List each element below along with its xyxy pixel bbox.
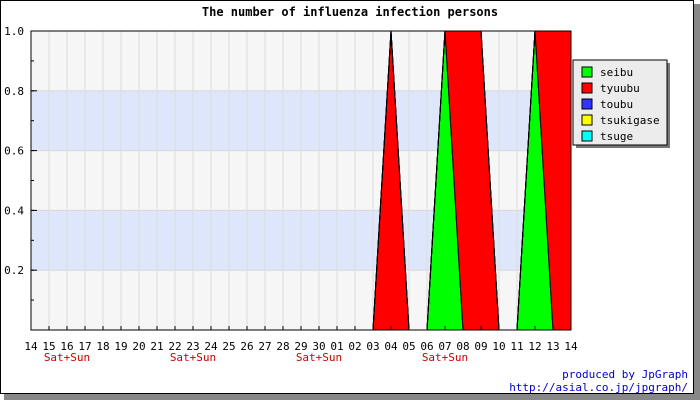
credit-produced-by: produced by JpGraph (562, 368, 688, 381)
x-tick-label: 13 (546, 340, 559, 353)
credit-url: http://asial.co.jp/jpgraph/ (509, 381, 688, 394)
x-tick-label: 24 (204, 340, 218, 353)
x-tick-label: 29 (294, 340, 307, 353)
legend-label-toubu: toubu (600, 98, 633, 111)
x-tick-label: 14 (564, 340, 578, 353)
x-tick-label: 19 (114, 340, 127, 353)
x-tick-label: 08 (456, 340, 469, 353)
x-tick-label: 20 (132, 340, 145, 353)
x-tick-label: 12 (528, 340, 541, 353)
x-tick-label: 01 (330, 340, 343, 353)
legend-swatch-tsuge (581, 130, 593, 142)
legend-label-tsukigase: tsukigase (600, 114, 660, 127)
weekend-label: Sat+Sun (296, 351, 342, 364)
y-tick-label: 0.2 (4, 264, 24, 277)
x-tick-label: 18 (96, 340, 109, 353)
weekend-label: Sat+Sun (170, 351, 216, 364)
legend: seibu tyuubu toubu tsukigase tsuge (572, 59, 670, 148)
x-tick-label: 27 (258, 340, 271, 353)
legend-label-seibu: seibu (600, 66, 633, 79)
x-tick-label: 17 (78, 340, 91, 353)
x-tick-labels: 14 15 16 17 18 19 20 21 22 23 24 25 26 27 28 29 30 01 02 03… (24, 340, 578, 353)
weekend-label: Sat+Sun (44, 351, 90, 364)
x-tick-label: 30 (312, 340, 325, 353)
y-tick-labels: 0.2 0.4 0.6 0.8 1.0 (4, 25, 24, 277)
x-tick-label: 14 (24, 340, 38, 353)
x-tick-label: 04 (384, 340, 398, 353)
legend-swatch-seibu (581, 66, 593, 78)
legend-label-tyuubu: tyuubu (600, 82, 640, 95)
x-tick-label: 16 (60, 340, 73, 353)
x-tick-label: 05 (402, 340, 415, 353)
x-tick-label: 10 (492, 340, 505, 353)
x-tick-label: 23 (186, 340, 199, 353)
frame-shadow-bottom (4, 394, 700, 400)
x-tick-label: 22 (168, 340, 181, 353)
y-tick-label: 1.0 (4, 25, 24, 38)
x-tick-label: 11 (510, 340, 523, 353)
x-tick-label: 26 (240, 340, 253, 353)
x-tick-label: 07 (438, 340, 451, 353)
x-tick-label: 02 (348, 340, 361, 353)
x-tick-label: 06 (420, 340, 433, 353)
legend-swatch-toubu (581, 98, 593, 110)
legend-label-tsuge: tsuge (600, 130, 633, 143)
legend-swatch-tyuubu (581, 82, 593, 94)
weekend-label: Sat+Sun (422, 351, 468, 364)
x-tick-label: 28 (276, 340, 289, 353)
x-tick-label: 03 (366, 340, 379, 353)
y-tick-label: 0.4 (4, 204, 24, 217)
y-tick-label: 0.6 (4, 145, 24, 158)
frame-shadow-right (694, 4, 700, 400)
legend-swatch-tsukigase (581, 114, 593, 126)
chart-title: The number of influenza infection person… (202, 5, 498, 19)
weekend-labels: Sat+Sun Sat+Sun Sat+Sun Sat+Sun (44, 351, 468, 364)
x-tick-label: 09 (474, 340, 487, 353)
axes (30, 30, 572, 331)
x-tick-label: 25 (222, 340, 235, 353)
x-tick-label: 15 (42, 340, 55, 353)
x-tick-label: 21 (150, 340, 163, 353)
y-tick-label: 0.8 (4, 85, 24, 98)
